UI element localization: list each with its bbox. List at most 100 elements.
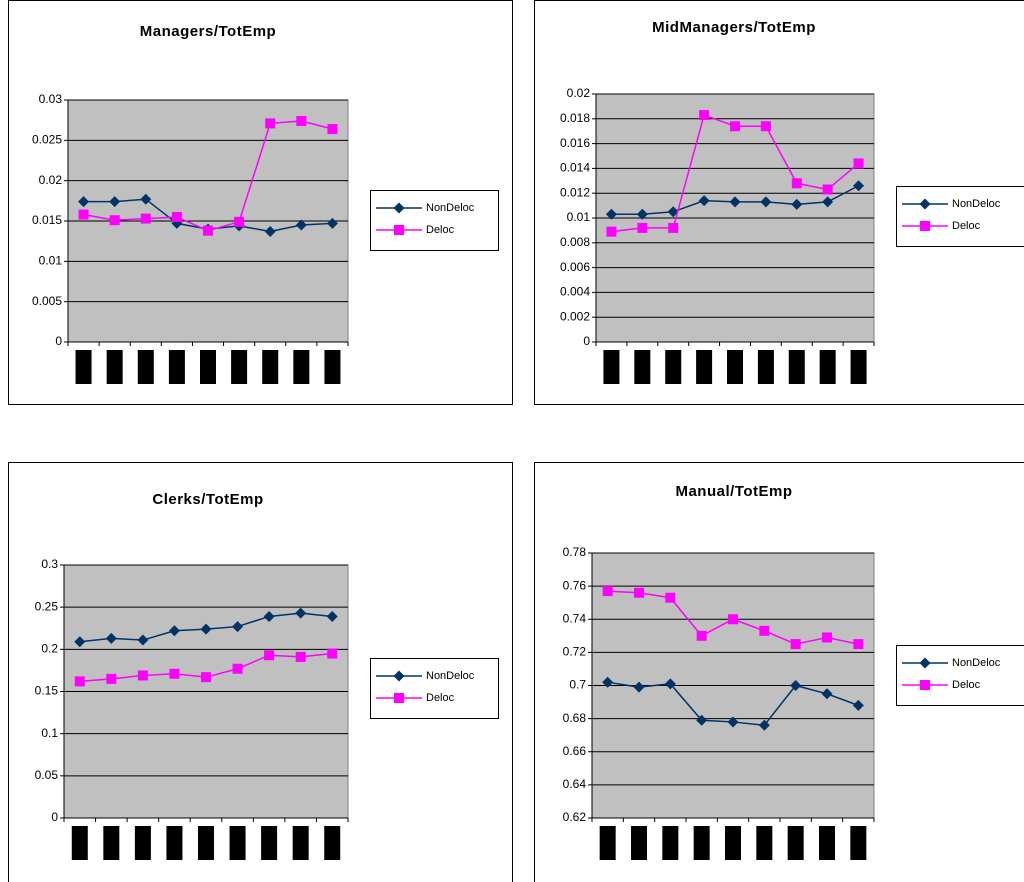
redacted-label <box>200 350 216 384</box>
legend-marker <box>920 680 930 690</box>
y-tick-label: 0.74 <box>563 611 587 625</box>
y-tick-label: 0.78 <box>563 545 587 559</box>
marker <box>78 196 90 208</box>
marker <box>78 209 89 220</box>
y-tick-label: 0.002 <box>560 309 590 323</box>
marker <box>790 639 801 650</box>
legend-box <box>896 645 1024 706</box>
redacted-label <box>603 350 620 384</box>
redacted-label <box>324 350 341 384</box>
legend-label: NonDeloc <box>426 670 475 682</box>
marker <box>109 215 120 226</box>
legend-marker <box>919 198 931 210</box>
marker <box>790 680 802 691</box>
chart-panel: Managers/TotEmp 0 0.005 0.01 0.015 0.02 0.025 0… <box>8 0 513 405</box>
y-tick-label: 0.02 <box>567 86 591 100</box>
y-tick-label: 0.005 <box>32 294 62 308</box>
y-tick-label: 0.015 <box>32 213 62 227</box>
marker <box>791 198 803 210</box>
marker <box>636 208 648 220</box>
y-tick-label: 0.76 <box>563 578 587 592</box>
redacted-label <box>634 350 651 384</box>
marker <box>699 110 710 121</box>
marker <box>822 184 833 195</box>
marker <box>263 610 275 622</box>
redacted-label <box>727 350 743 384</box>
marker <box>234 216 245 227</box>
redacted-label <box>261 826 278 860</box>
marker <box>232 663 243 674</box>
redacted-label <box>850 350 867 384</box>
marker <box>760 121 771 132</box>
legend-box <box>370 658 499 719</box>
redacted-label <box>693 826 710 860</box>
marker <box>668 222 679 233</box>
marker <box>140 213 151 224</box>
marker <box>821 688 833 700</box>
marker <box>265 118 276 129</box>
marker <box>698 195 710 207</box>
marker <box>730 121 740 132</box>
redacted-label <box>198 826 214 860</box>
y-tick-label: 0.014 <box>560 161 590 175</box>
marker <box>759 625 770 636</box>
chart-title: Clerks/TotEmp <box>152 491 263 508</box>
redacted-label <box>231 350 248 384</box>
redacted-label <box>293 350 310 384</box>
legend-marker <box>920 221 930 231</box>
redacted-label <box>757 350 774 384</box>
redacted-label <box>168 350 185 384</box>
redacted-label <box>599 826 616 860</box>
redacted-label <box>166 826 183 860</box>
marker <box>74 636 86 648</box>
chart-title: MidManagers/TotEmp <box>652 19 816 36</box>
marker <box>853 158 864 169</box>
marker <box>727 716 739 728</box>
y-tick-label: 0.72 <box>563 645 587 659</box>
marker <box>728 614 738 625</box>
legend-marker <box>393 202 405 214</box>
marker <box>665 592 676 603</box>
redacted-label <box>134 826 151 860</box>
redacted-label <box>696 350 713 384</box>
redacted-label <box>850 826 867 860</box>
marker <box>201 672 211 683</box>
marker <box>853 639 864 650</box>
y-tick-label: 0.01 <box>39 254 63 268</box>
marker <box>634 587 644 598</box>
y-tick-label: 0.018 <box>560 111 590 125</box>
marker <box>637 222 648 233</box>
y-tick-label: 0.004 <box>560 285 590 299</box>
y-tick-label: 0.68 <box>563 711 587 725</box>
y-tick-label: 0.15 <box>35 684 59 698</box>
legend-marker <box>394 693 404 703</box>
marker <box>105 632 117 644</box>
y-tick-label: 0.25 <box>35 599 59 613</box>
redacted-label <box>262 350 279 384</box>
marker <box>137 634 149 646</box>
marker <box>758 719 770 731</box>
marker <box>327 124 338 135</box>
redacted-label <box>103 826 120 860</box>
y-tick-label: 0.05 <box>35 768 59 782</box>
marker <box>171 211 182 222</box>
redacted-label <box>229 826 246 860</box>
y-tick-label: 0.008 <box>560 235 590 249</box>
legend-box <box>370 190 499 251</box>
marker <box>169 668 180 679</box>
marker <box>295 651 306 662</box>
y-tick-label: 0.66 <box>563 744 587 758</box>
chart-panel: Clerks/TotEmp 0 0.05 0.1 0.15 0.2 0.25 0.3 NonDe… <box>8 462 513 882</box>
redacted-label <box>137 350 154 384</box>
y-tick-label: 0.006 <box>560 260 590 274</box>
redacted-label <box>106 350 123 384</box>
y-tick-label: 0.03 <box>39 92 63 106</box>
legend-box <box>896 186 1024 247</box>
marker <box>602 676 614 688</box>
legend-marker <box>919 657 931 669</box>
y-tick-label: 0.64 <box>563 777 587 791</box>
redacted-label <box>725 826 741 860</box>
legend-marker <box>393 670 405 682</box>
